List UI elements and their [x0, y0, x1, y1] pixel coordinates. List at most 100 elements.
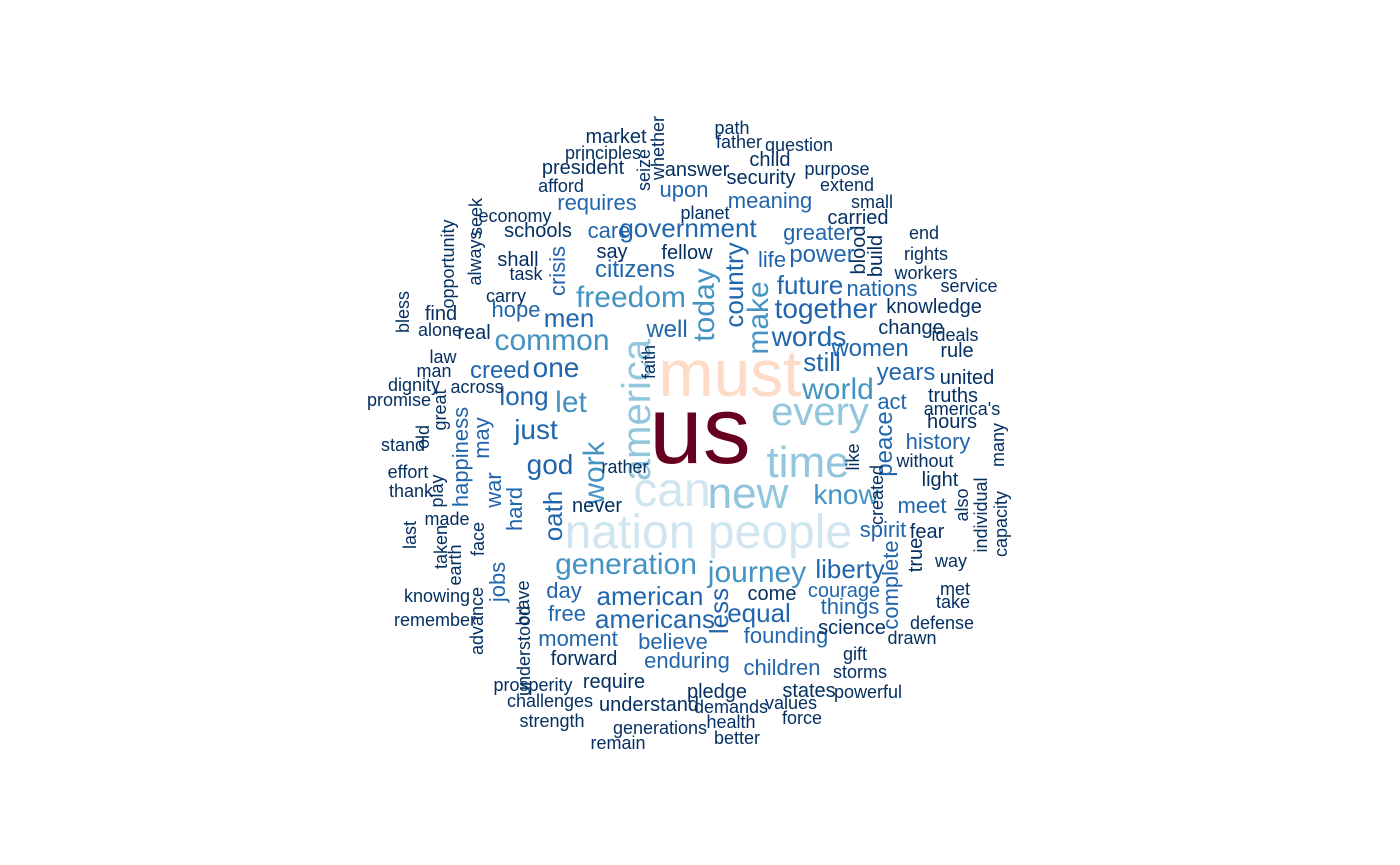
word-prosperity: prosperity	[493, 675, 572, 695]
word-generations: generations	[613, 718, 707, 738]
word-truths: truths	[928, 385, 978, 407]
word-understand: understand	[599, 694, 699, 716]
word-fear: fear	[910, 521, 945, 543]
word-effort: effort	[388, 462, 429, 482]
word-moment: moment	[538, 626, 617, 651]
word-let: let	[555, 386, 587, 419]
word-people: people	[708, 506, 852, 559]
word-opportunity: opportunity	[438, 219, 458, 308]
word-know: know	[813, 479, 879, 510]
word-end: end	[909, 223, 939, 243]
word-without: without	[895, 451, 953, 471]
word-men: men	[544, 303, 595, 333]
word-true: true	[905, 538, 927, 572]
word-make: make	[742, 281, 775, 354]
word-peace: peace	[871, 411, 898, 476]
word-market: market	[585, 126, 647, 148]
word-children: children	[743, 655, 820, 680]
word-old: old	[413, 425, 433, 449]
word-crisis: crisis	[545, 246, 570, 296]
word-dignity: dignity	[388, 375, 440, 395]
word-well: well	[645, 316, 687, 343]
word-hope: hope	[492, 297, 541, 322]
word-nation: nation	[565, 506, 696, 559]
word-created: created	[867, 465, 887, 525]
word-rather: rather	[601, 457, 648, 477]
word-spirit: spirit	[860, 517, 906, 542]
word-storms: storms	[833, 662, 887, 682]
word-american: american	[597, 581, 704, 611]
word-individual: individual	[971, 477, 991, 552]
word-power: power	[789, 241, 854, 268]
word-workers: workers	[893, 263, 957, 283]
word-god: god	[527, 449, 574, 480]
word-thank: thank	[389, 481, 434, 501]
word-journey: journey	[707, 556, 806, 589]
word-understood: understood	[514, 606, 534, 696]
word-requires: requires	[557, 190, 636, 215]
word-many: many	[988, 423, 1008, 467]
word-planet: planet	[680, 203, 729, 223]
word-america: america	[615, 338, 659, 481]
word-work: work	[578, 440, 611, 505]
word-knowledge: knowledge	[886, 296, 982, 318]
word-long: long	[499, 381, 548, 411]
word-shall: shall	[497, 249, 538, 271]
word-faith: faith	[639, 345, 659, 379]
word-schools: schools	[504, 220, 572, 242]
word-states: states	[782, 680, 835, 702]
word-today: today	[688, 268, 721, 341]
word-oath: oath	[538, 491, 568, 542]
word-greater: greater	[783, 220, 853, 245]
word-things: things	[821, 594, 880, 619]
word-met: met	[940, 579, 970, 599]
word-meet: meet	[898, 493, 947, 518]
word-child: child	[749, 149, 790, 171]
word-less: less	[704, 588, 734, 634]
word-drawn: drawn	[887, 628, 936, 648]
word-never: never	[572, 495, 622, 517]
word-values: values	[765, 693, 817, 713]
word-history: history	[906, 429, 971, 454]
word-way: way	[934, 551, 967, 571]
word-war: war	[481, 472, 506, 508]
word-happiness: happiness	[448, 407, 473, 507]
word-answer: answer	[665, 159, 730, 181]
word-health: health	[706, 712, 755, 732]
word-founding: founding	[744, 623, 828, 648]
word-force: force	[782, 708, 822, 728]
word-service: service	[940, 276, 997, 296]
word-whether: whether	[648, 116, 668, 181]
word-extend: extend	[820, 175, 874, 195]
word-principles: principles	[565, 143, 641, 163]
word-brave: brave	[513, 580, 533, 625]
word-jobs: jobs	[485, 562, 510, 603]
word-face: face	[468, 522, 488, 556]
word-rights: rights	[904, 244, 948, 264]
word-may: may	[469, 417, 494, 459]
word-time: time	[766, 438, 849, 487]
word-better: better	[714, 728, 760, 748]
word-stand: stand	[381, 435, 425, 455]
word-care: care	[588, 218, 631, 243]
word-require: require	[583, 671, 645, 693]
word-forward: forward	[551, 648, 618, 670]
word-creed: creed	[470, 357, 530, 384]
word-small: small	[851, 192, 893, 212]
word-can: can	[633, 464, 710, 517]
word-find: find	[425, 303, 457, 325]
word-always: always	[465, 230, 485, 285]
word-liberty: liberty	[815, 554, 884, 584]
word-new: new	[708, 469, 789, 518]
word-question: question	[765, 135, 833, 155]
word-powerful: powerful	[834, 682, 902, 702]
word-challenges: challenges	[507, 691, 593, 711]
word-still: still	[803, 347, 841, 377]
word-country: country	[719, 242, 749, 327]
word-remain: remain	[590, 733, 645, 753]
word-bless: bless	[393, 291, 413, 333]
word-father: father	[716, 132, 762, 152]
word-meaning: meaning	[728, 188, 812, 213]
word-courage: courage	[808, 580, 880, 602]
